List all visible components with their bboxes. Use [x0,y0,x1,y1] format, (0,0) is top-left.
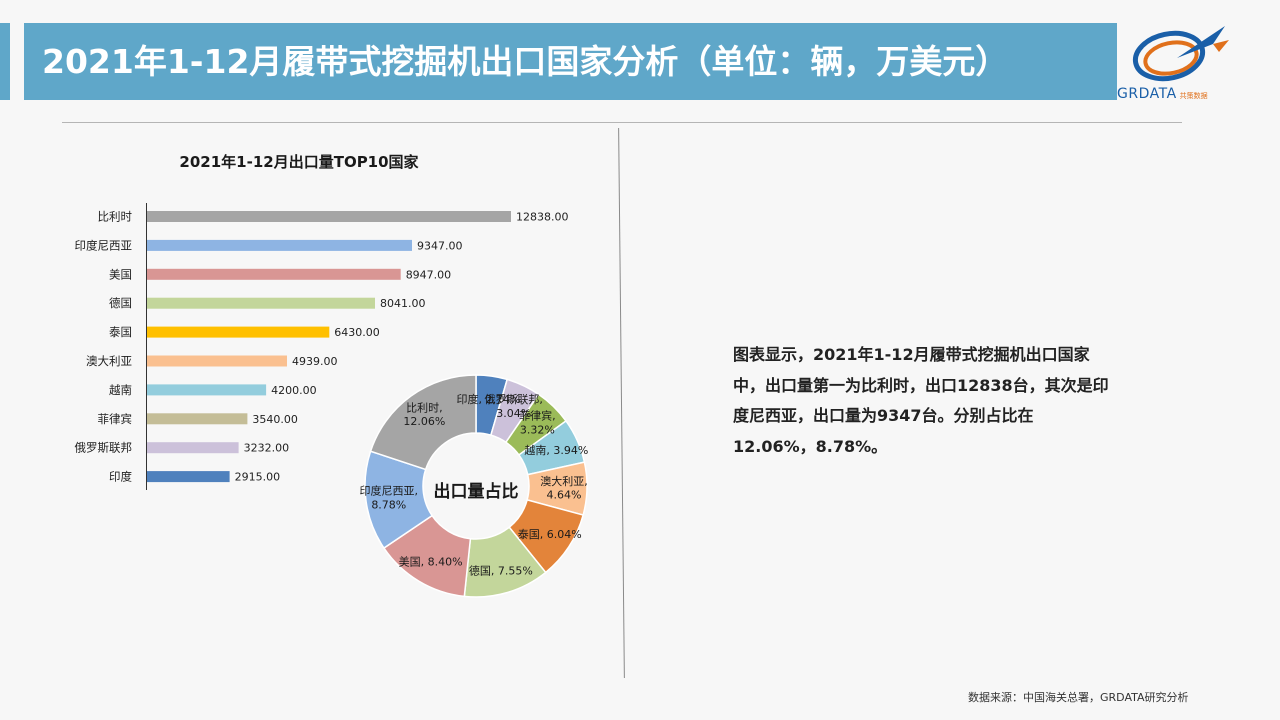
page-title: 2021年1-12月履带式挖掘机出口国家分析（单位：辆，万美元） [42,42,1009,81]
slice-label: 美国, 8.40% [399,555,463,568]
bar-7 [147,384,267,396]
slice-label: 越南, 3.94% [524,443,588,457]
data-label: 4939.00 [292,355,338,368]
data-label: 4200.00 [271,384,317,397]
data-label: 3232.00 [244,442,290,455]
data-label: 3540.00 [252,413,298,426]
description-text: 图表显示，2021年1-12月履带式挖掘机出口国家中，出口量第一为比利时，出口1… [733,345,1109,456]
data-label: 6430.00 [334,326,380,339]
title-accent-bar [0,23,10,100]
slice-label: 泰国, 6.04% [518,527,582,541]
category-label: 印度尼西亚 [75,238,133,252]
category-label: 美国 [109,267,132,281]
logo-name: GRDATA [1117,86,1177,102]
slice-label: 印度, 2.74% [457,392,521,406]
data-label: 8041.00 [380,297,426,310]
bar-chart-title: 2021年1-12月出口量TOP10国家 [179,153,418,171]
data-label: 9347.00 [417,239,463,252]
category-label: 印度 [109,470,132,484]
bar-10 [147,471,230,483]
bar-5 [147,326,330,338]
bar-9 [147,442,239,454]
donut-center-title: 出口量占比 [434,481,519,502]
category-label: 菲律宾 [98,412,133,426]
title-bar [24,23,1117,100]
category-label: 德国 [109,296,132,310]
category-label: 越南 [109,383,132,397]
bar-2 [147,239,412,251]
data-label: 12838.00 [516,211,569,224]
slice-label: 菲律宾, 3.32% [519,409,556,437]
data-label: 2915.00 [235,471,281,484]
grdata-logo-icon [1132,26,1229,82]
bar-3 [147,268,401,280]
slice-label: 德国, 7.55% [469,563,533,577]
slice-label: 印度尼西亚, 8.78% [360,484,419,512]
category-label: 比利时 [98,210,133,224]
slice-label: 比利时, 12.06% [403,401,445,428]
category-label: 俄罗斯联邦 [75,441,133,455]
category-label: 澳大利亚 [86,354,132,368]
data-label: 8947.00 [406,268,452,281]
bar-1 [147,211,511,222]
logo-text: GRDATA 共策数据 [1117,86,1208,102]
source-note: 数据来源：中国海关总署，GRDATA研究分析 [968,691,1189,704]
donut-slice [369,374,477,471]
divider-horizontal [62,122,1182,123]
slice-label: 俄罗斯联邦, 3.04% [484,393,543,420]
category-label: 泰国 [109,325,132,339]
bar-4 [147,297,375,309]
logo-subtitle: 共策数据 [1179,92,1208,100]
slice-label: 澳大利亚, 4.64% [540,474,588,502]
bar-8 [147,413,248,425]
charts-area: 2021年1-12月出口量TOP10国家 比利时 12838.00 印度尼西亚 934… [75,153,588,598]
bar-6 [147,355,287,367]
